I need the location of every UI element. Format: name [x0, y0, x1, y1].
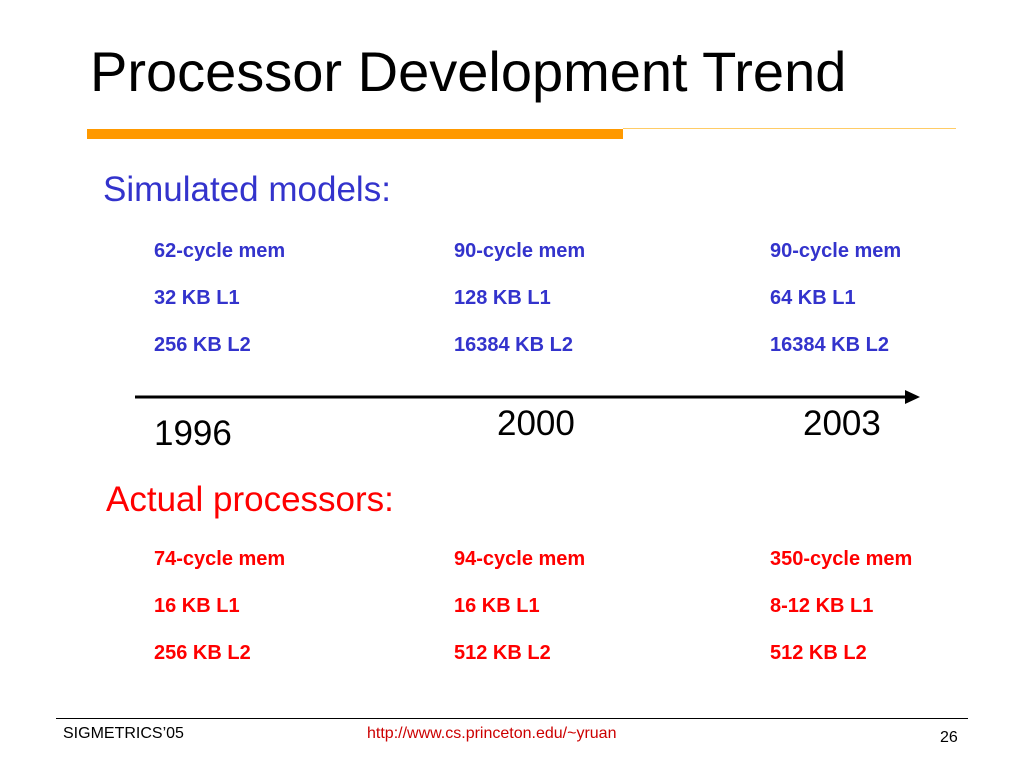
- act-1996-l2: 256 KB L2: [154, 642, 251, 664]
- year-1996-label: 1996: [154, 414, 232, 453]
- year-2003-label: 2003: [803, 404, 881, 443]
- sim-2000-l1: 128 KB L1: [454, 287, 551, 309]
- actual-processors-heading: Actual processors:: [106, 480, 394, 519]
- sim-2000-l2: 16384 KB L2: [454, 334, 573, 356]
- timeline-arrowhead: [905, 390, 920, 404]
- sim-2003-mem: 90-cycle mem: [770, 240, 902, 262]
- simulated-models-heading: Simulated models:: [103, 170, 391, 209]
- slide-title: Processor Development Trend: [90, 40, 847, 103]
- sim-1996-mem: 62-cycle mem: [154, 240, 286, 262]
- act-2000-l2: 512 KB L2: [454, 642, 551, 664]
- footer-divider: [56, 718, 968, 719]
- act-2003-l1: 8-12 KB L1: [770, 595, 874, 617]
- act-2003-l2: 512 KB L2: [770, 642, 867, 664]
- act-1996-mem: 74-cycle mem: [154, 548, 286, 570]
- sim-2003-l1: 64 KB L1: [770, 287, 856, 309]
- year-2000-label: 2000: [497, 404, 575, 443]
- act-2003-mem: 350-cycle mem: [770, 548, 913, 570]
- sim-2003-l2: 16384 KB L2: [770, 334, 889, 356]
- act-2000-mem: 94-cycle mem: [454, 548, 586, 570]
- title-underline-accent: [87, 129, 623, 139]
- footer-conference: SIGMETRICS’05: [63, 725, 184, 742]
- timeline-arrow: [135, 390, 920, 404]
- act-2000-l1: 16 KB L1: [454, 595, 540, 617]
- act-1996-l1: 16 KB L1: [154, 595, 240, 617]
- sim-2000-mem: 90-cycle mem: [454, 240, 586, 262]
- title-underline-thin: [623, 128, 956, 129]
- sim-1996-l2: 256 KB L2: [154, 334, 251, 356]
- sim-1996-l1: 32 KB L1: [154, 287, 240, 309]
- slide-page-number: 26: [940, 729, 958, 746]
- footer-url-link[interactable]: http://www.cs.princeton.edu/~yruan: [367, 725, 617, 742]
